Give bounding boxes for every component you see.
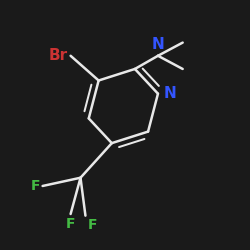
Text: Br: Br [48, 48, 67, 63]
Text: N: N [152, 37, 164, 52]
Text: F: F [30, 179, 40, 193]
Text: N: N [164, 86, 177, 101]
Text: F: F [66, 217, 75, 231]
Text: F: F [88, 218, 98, 232]
